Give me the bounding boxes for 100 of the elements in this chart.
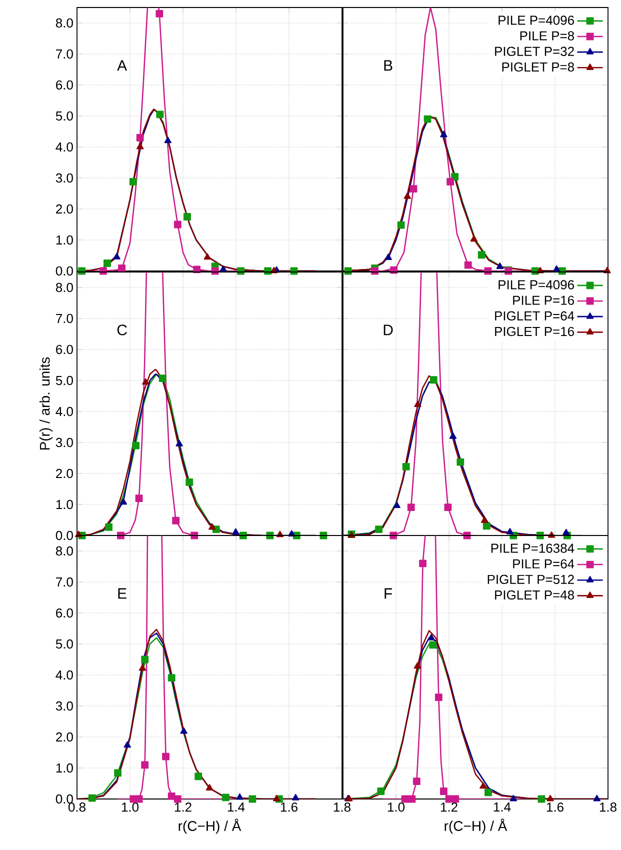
legend-label: PILE P=4096 xyxy=(498,16,574,25)
y-tick-label: 0.0 xyxy=(56,794,73,804)
legend-label: PIGLET P=512 xyxy=(488,574,574,584)
point xyxy=(419,560,426,568)
y-tick-label: 2.0 xyxy=(56,468,73,478)
annotation: C xyxy=(117,324,127,336)
point xyxy=(168,674,176,682)
point xyxy=(444,504,452,511)
point xyxy=(552,265,560,272)
point xyxy=(158,374,166,382)
x-tick-label: 0.8 xyxy=(68,802,86,812)
y-tick-label: 2.0 xyxy=(56,732,73,742)
point xyxy=(456,458,464,466)
y-tick-label: 5.0 xyxy=(56,639,73,649)
point xyxy=(193,266,200,274)
point xyxy=(208,523,216,530)
y-tick-label: 3.0 xyxy=(56,438,73,448)
point xyxy=(220,265,227,272)
y-tick-label: 5.0 xyxy=(56,376,73,386)
point xyxy=(194,772,202,780)
point xyxy=(375,526,382,533)
point xyxy=(470,235,478,242)
legend-label: PIGLET P=16 xyxy=(495,326,574,336)
annotation: D xyxy=(384,324,393,336)
point xyxy=(496,262,504,269)
y-tick-label: 0.0 xyxy=(56,530,73,540)
point xyxy=(186,478,194,486)
point xyxy=(414,400,422,407)
point xyxy=(414,662,422,669)
y-tick-label: 0.0 xyxy=(56,266,73,276)
point xyxy=(410,185,418,193)
x-tick-label: 1.4 xyxy=(228,802,245,812)
y-tick-label: 1.0 xyxy=(56,235,73,245)
y-tick-label: 7.0 xyxy=(56,577,73,587)
point xyxy=(105,523,112,531)
point xyxy=(132,442,140,450)
point xyxy=(124,741,131,748)
point xyxy=(113,252,120,260)
annotation: B xyxy=(384,60,392,71)
y-tick-label: 3.0 xyxy=(56,173,73,183)
point xyxy=(407,504,415,511)
x-tick-label: 1.0 xyxy=(388,802,405,812)
point xyxy=(184,213,191,220)
point xyxy=(142,378,150,385)
point xyxy=(429,641,437,649)
legend-label: PIGLET P=32 xyxy=(495,46,574,56)
point xyxy=(180,727,188,734)
point xyxy=(236,793,244,800)
point xyxy=(384,254,392,260)
x-tick-label: 1.2 xyxy=(174,802,192,812)
legend-label: PIGLET P=48 xyxy=(495,590,574,600)
point xyxy=(464,261,472,269)
y-tick-label: 6.0 xyxy=(56,608,73,618)
point xyxy=(206,784,214,790)
point xyxy=(440,788,448,795)
point xyxy=(176,440,183,446)
point xyxy=(449,432,457,439)
point xyxy=(141,656,149,664)
point xyxy=(397,221,405,229)
x-tick-label: 1.2 xyxy=(440,802,458,812)
y-tick-label: 8.0 xyxy=(56,282,73,292)
point xyxy=(434,694,442,702)
point xyxy=(506,528,514,534)
point xyxy=(114,769,122,777)
legend-label: PILE P=4096 xyxy=(498,280,574,290)
point xyxy=(446,178,454,186)
point xyxy=(510,794,518,802)
point xyxy=(104,260,111,267)
y-axis-title: P(r) / arb. units xyxy=(39,357,53,450)
point xyxy=(440,130,448,138)
point xyxy=(136,142,144,150)
point xyxy=(404,192,412,199)
y-tick-label: 4.0 xyxy=(56,670,73,680)
point xyxy=(118,264,126,272)
y-tick-label: 4.0 xyxy=(56,406,73,416)
point xyxy=(430,376,438,384)
point xyxy=(393,502,400,508)
point xyxy=(593,794,600,802)
annotation: E xyxy=(118,588,126,599)
point xyxy=(562,528,570,536)
point xyxy=(172,516,180,524)
point xyxy=(546,794,554,802)
point xyxy=(222,794,230,802)
legend-label: PILE P=16384 xyxy=(491,544,574,553)
point xyxy=(135,795,143,803)
point xyxy=(162,752,170,760)
point xyxy=(408,795,416,803)
point xyxy=(292,794,300,800)
point xyxy=(138,664,146,671)
y-tick-label: 5.0 xyxy=(56,111,73,121)
point xyxy=(377,788,385,795)
legend-label: PIGLET P=8 xyxy=(502,62,574,72)
x-tick-label: 1.4 xyxy=(494,802,511,812)
point xyxy=(484,788,492,796)
legend-label: PILE P=16 xyxy=(513,296,574,305)
point xyxy=(141,761,149,769)
x-tick-label: 1.6 xyxy=(546,802,564,812)
point xyxy=(174,220,182,228)
point xyxy=(424,115,432,123)
point xyxy=(204,253,211,260)
